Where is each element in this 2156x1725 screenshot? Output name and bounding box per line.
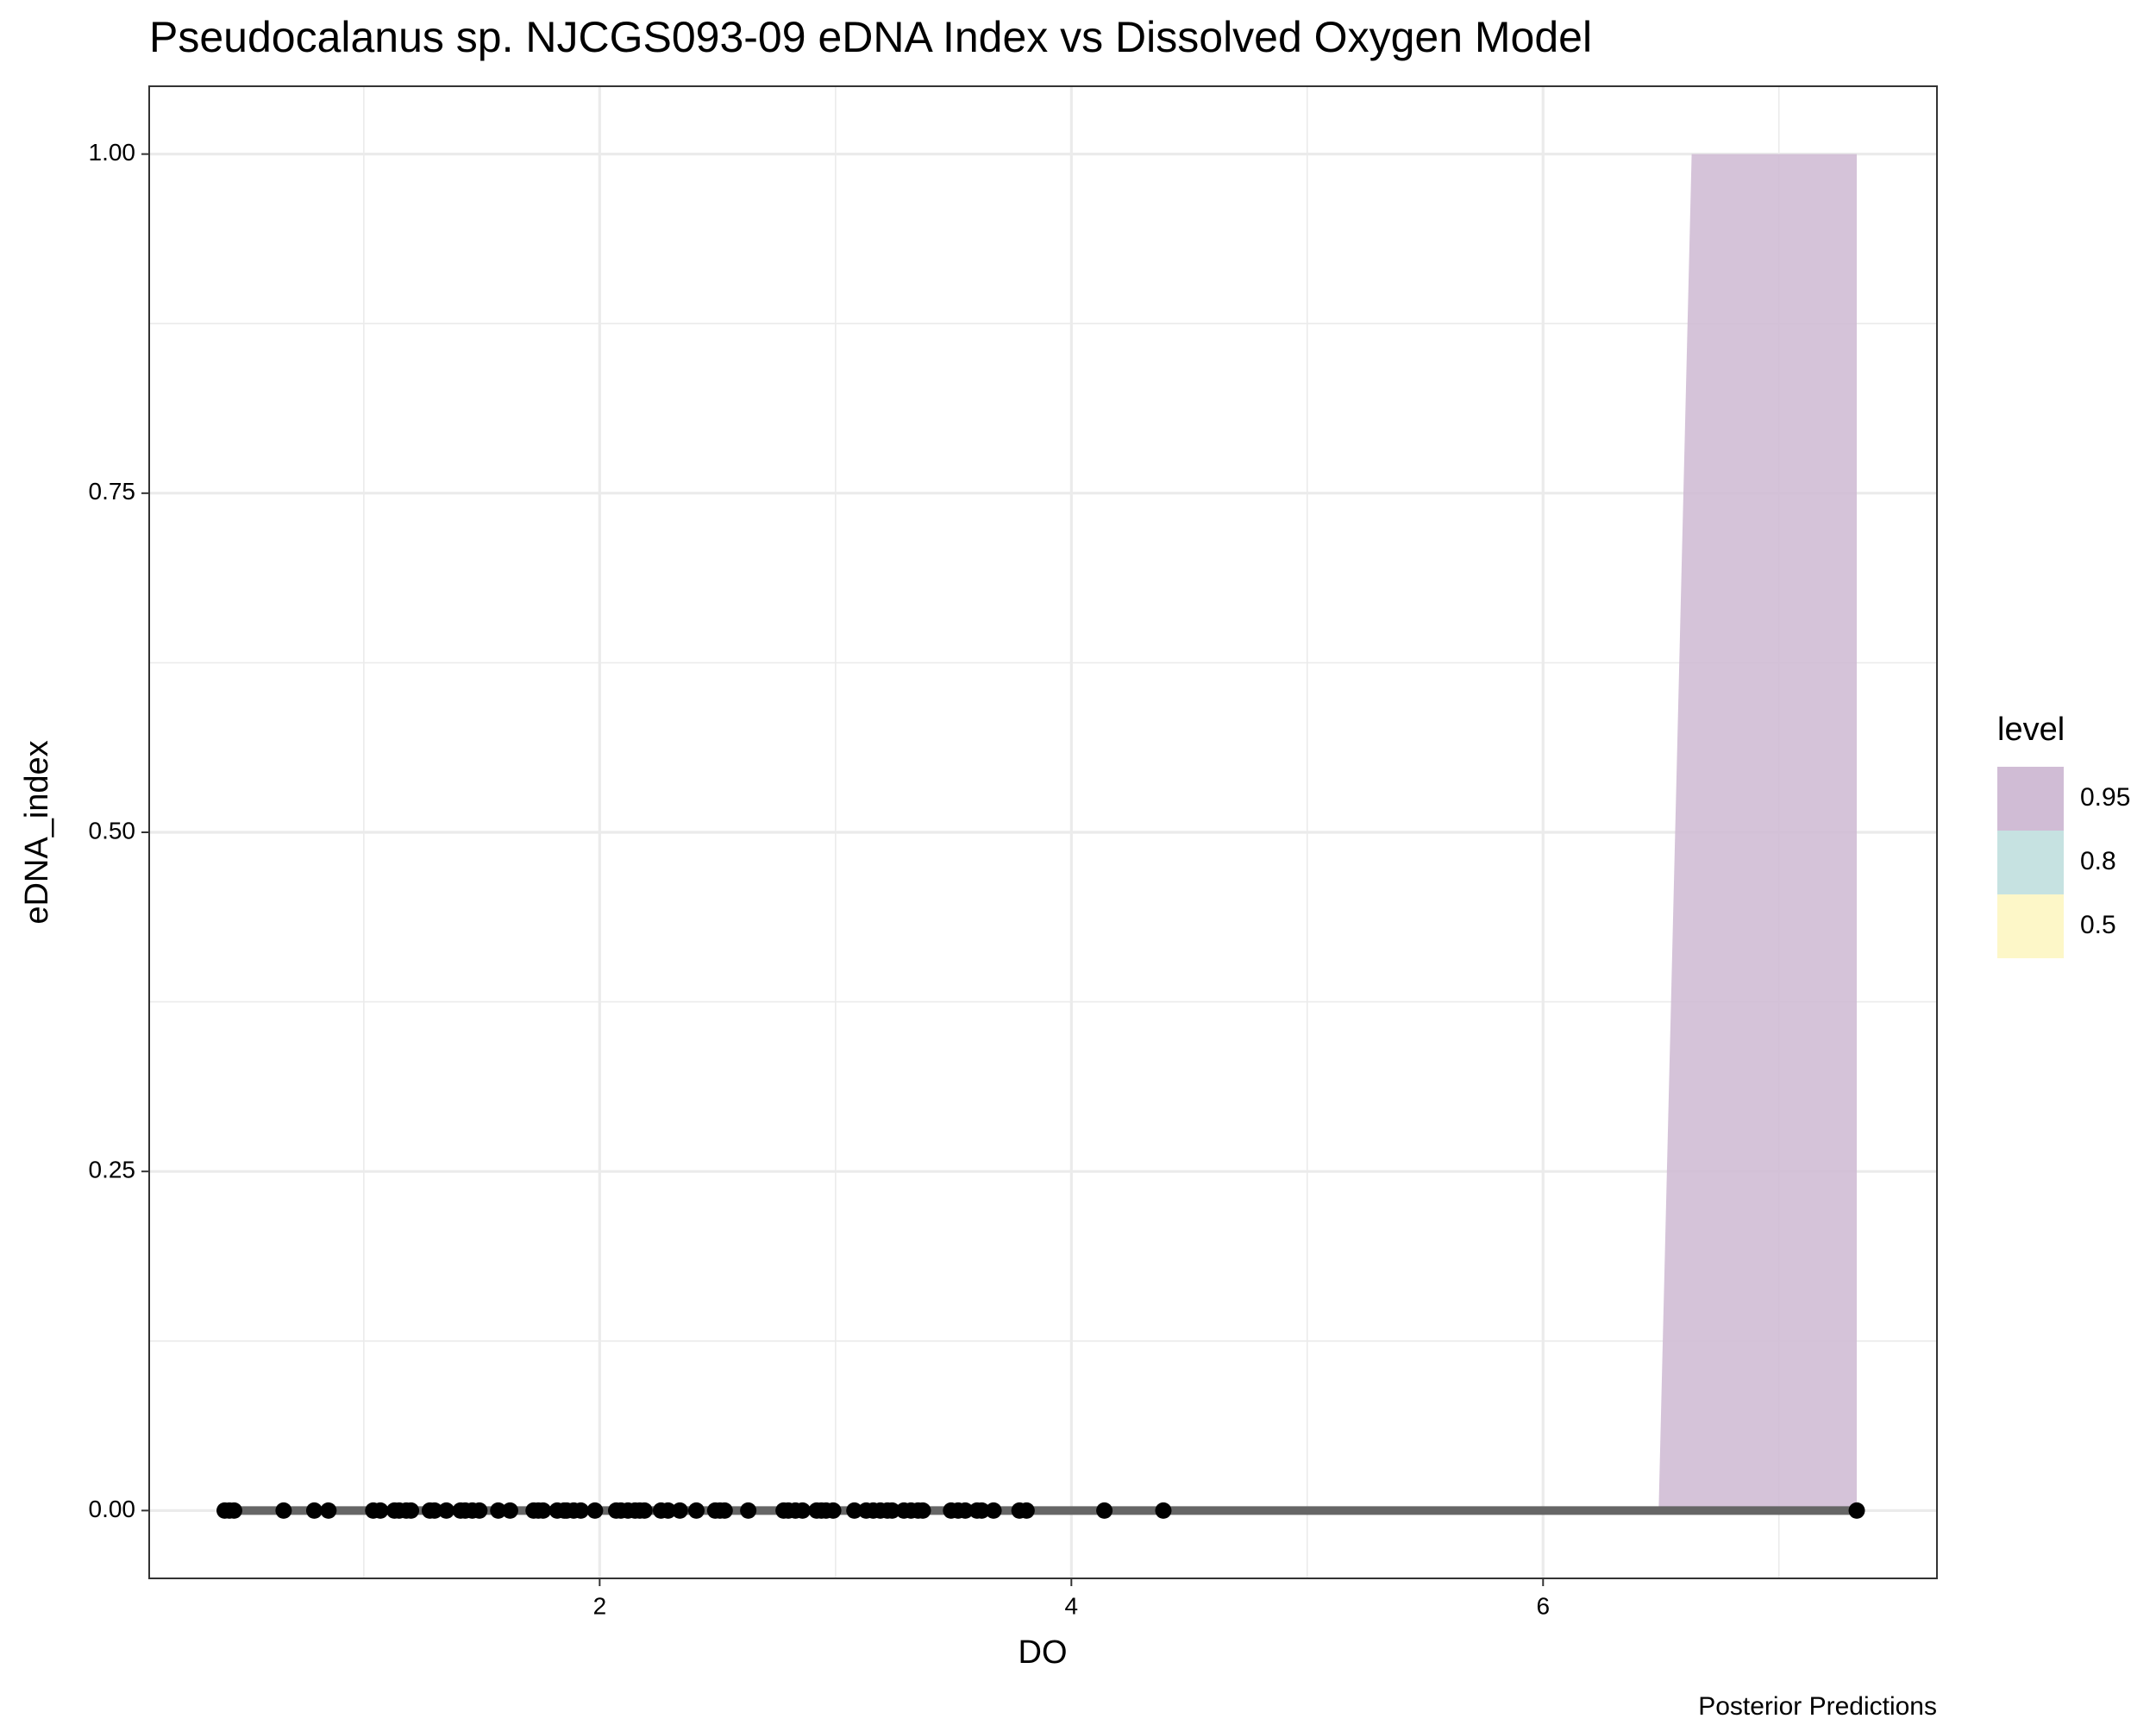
ribbon: [1658, 154, 1858, 1511]
data-point: [438, 1502, 455, 1519]
data-point: [535, 1502, 552, 1519]
data-point: [660, 1502, 677, 1519]
data-point: [403, 1502, 420, 1519]
data-point: [985, 1502, 1002, 1519]
data-point: [1018, 1502, 1035, 1519]
plot-border: [148, 85, 1938, 1579]
data-point: [740, 1502, 757, 1519]
y-tick-label: 0.00: [89, 1496, 136, 1522]
legend-key: [1997, 831, 2064, 894]
data-point: [1096, 1502, 1113, 1519]
legend-title: level: [1997, 712, 2065, 748]
data-point: [426, 1502, 443, 1519]
y-axis-title: eDNA_index: [19, 740, 55, 924]
legend-label: 0.5: [2080, 911, 2116, 939]
y-tick-label: 0.75: [89, 478, 136, 505]
data-point: [275, 1502, 292, 1519]
data-point: [671, 1502, 688, 1519]
chart-title: Pseudocalanus sp. NJCGS093-09 eDNA Index…: [149, 13, 1592, 61]
data-point: [846, 1502, 863, 1519]
x-tick-label: 4: [1065, 1592, 1079, 1619]
data-point: [320, 1502, 337, 1519]
data-point: [572, 1502, 589, 1519]
data-point: [687, 1502, 705, 1519]
x-tick-label: 6: [1536, 1592, 1550, 1619]
legend-label: 0.8: [2080, 847, 2116, 875]
data-point: [501, 1502, 518, 1519]
x-axis-title: DO: [1018, 1634, 1068, 1671]
data-point: [914, 1502, 931, 1519]
data-point: [883, 1502, 900, 1519]
data-point: [305, 1502, 323, 1519]
data-point: [716, 1502, 733, 1519]
y-tick-label: 0.25: [89, 1157, 136, 1183]
data-point: [1848, 1502, 1865, 1519]
y-tick-label: 1.00: [89, 139, 136, 166]
data-point: [372, 1502, 389, 1519]
data-point: [956, 1502, 974, 1519]
data-point: [490, 1502, 507, 1519]
data-point: [225, 1502, 242, 1519]
data-point: [1155, 1502, 1172, 1519]
data-point: [636, 1502, 653, 1519]
legend-label: 0.95: [2080, 783, 2130, 812]
data-point: [794, 1502, 812, 1519]
data-point: [586, 1502, 604, 1519]
data-point: [471, 1502, 488, 1519]
legend-key: [1997, 767, 2064, 831]
caption: Posterior Predictions: [1698, 1692, 1937, 1721]
data-point: [973, 1502, 990, 1519]
y-tick-label: 0.50: [89, 817, 136, 844]
data-point: [824, 1502, 842, 1519]
legend-key: [1997, 894, 2064, 958]
x-tick-label: 2: [593, 1592, 607, 1619]
